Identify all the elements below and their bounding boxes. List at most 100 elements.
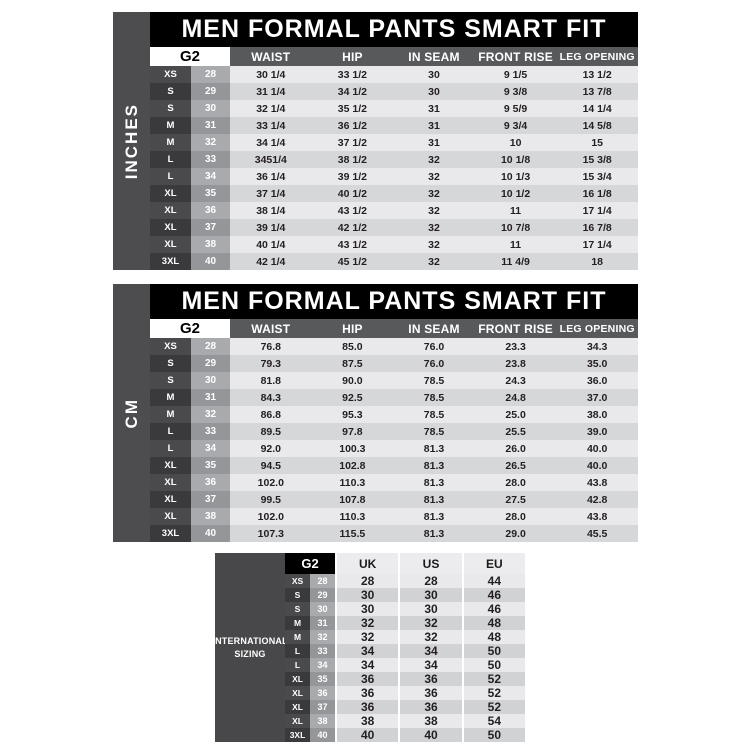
row-size-label: XL [150,202,191,219]
table-row: M 31 32 32 48 [285,616,525,630]
row-value: 85.0 [311,338,394,355]
row-value: 52 [461,672,525,686]
international-rows: XS 28 28 28 44 S 29 30 30 46 S 30 30 30 46 M 31 32 32 48 M 32… [285,574,525,742]
row-size-label: M [150,117,191,134]
row-value: 36 [398,686,462,700]
row-number-label: 31 [310,616,335,630]
table-row: L 33 89.5 97.8 78.5 25.5 39.0 [150,423,638,440]
unit-panel-inches: INCHES [113,12,150,270]
row-number-label: 29 [191,355,230,372]
row-value: 102.0 [230,474,312,491]
row-value: 11 [474,202,557,219]
table-row: S 30 30 30 46 [285,602,525,616]
table-row: M 32 86.8 95.3 78.5 25.0 38.0 [150,406,638,423]
table-row: XL 37 36 36 52 [285,700,525,714]
row-number-label: 31 [191,117,230,134]
row-value: 32 [393,219,475,236]
row-value: 90.0 [311,372,394,389]
unit-label-cm: CM [121,397,141,429]
row-value: 36.0 [556,372,638,389]
row-value: 36 1/4 [230,168,312,185]
row-number-label: 34 [310,658,335,672]
row-value: 28.0 [474,474,557,491]
row-value: 92.5 [311,389,394,406]
column-header-leg-opening: LEG OPENING [556,47,638,66]
row-value: 10 1/3 [474,168,557,185]
table-row: XS 28 28 28 44 [285,574,525,588]
row-number-label: 28 [191,338,230,355]
row-value: 28 [335,574,399,588]
row-value: 38.0 [556,406,638,423]
column-header-leg-opening: LEG OPENING [556,319,638,338]
row-value: 76.8 [230,338,312,355]
row-value: 81.3 [393,508,475,525]
inches-header-row: G2 WAIST HIP IN SEAM FRONT RISE LEG OPEN… [150,47,638,66]
row-value: 31 [393,134,475,151]
row-value: 95.3 [311,406,394,423]
row-value: 102.8 [311,457,394,474]
row-number-label: 35 [191,185,230,202]
row-value: 30 1/4 [230,66,312,83]
row-value: 30 [398,588,462,602]
row-value: 23.3 [474,338,557,355]
row-number-label: 35 [310,672,335,686]
row-value: 32 [398,630,462,644]
row-value: 40 [335,728,399,742]
row-size-label: M [150,134,191,151]
row-value: 34.3 [556,338,638,355]
row-size-label: M [285,630,310,644]
row-value: 28.0 [474,508,557,525]
row-number-label: 30 [191,100,230,117]
row-value: 99.5 [230,491,312,508]
row-value: 46 [461,602,525,616]
inches-size-table: INCHES MEN FORMAL PANTS SMART FIT G2 WAI… [113,12,638,270]
row-value: 81.3 [393,525,475,542]
row-value: 39 1/2 [311,168,394,185]
row-number-label: 38 [191,508,230,525]
row-value: 100.3 [311,440,394,457]
row-value: 37.0 [556,389,638,406]
row-size-label: 3XL [150,525,191,542]
row-size-label: S [150,83,191,100]
row-value: 81.8 [230,372,312,389]
row-value: 45.5 [556,525,638,542]
row-size-label: XL [285,700,310,714]
table-row: XL 35 94.5 102.8 81.3 26.5 40.0 [150,457,638,474]
row-value: 42 1/2 [311,219,394,236]
row-number-label: 37 [191,491,230,508]
row-value: 17 1/4 [556,202,638,219]
group-header-cell: G2 [150,319,230,338]
row-value: 78.5 [393,372,475,389]
inches-table-content: MEN FORMAL PANTS SMART FIT G2 WAIST HIP … [150,12,638,270]
row-number-label: 34 [191,168,230,185]
row-value: 10 1/2 [474,185,557,202]
row-number-label: 30 [191,372,230,389]
table-row: S 29 79.3 87.5 76.0 23.8 35.0 [150,355,638,372]
row-size-label: XL [285,672,310,686]
row-value: 24.8 [474,389,557,406]
row-size-label: L [150,151,191,168]
row-value: 9 5/9 [474,100,557,117]
table-row: XL 35 37 1/4 40 1/2 32 10 1/2 16 1/8 [150,185,638,202]
cm-size-table: CM MEN FORMAL PANTS SMART FIT G2 WAIST H… [113,284,638,542]
row-number-label: 29 [310,588,335,602]
row-number-label: 32 [191,134,230,151]
row-value: 32 [393,202,475,219]
row-size-label: XL [150,236,191,253]
row-value: 34 [398,658,462,672]
row-value: 32 [393,253,475,270]
row-value: 32 [335,630,399,644]
row-size-label: XS [150,338,191,355]
row-value: 45 1/2 [311,253,394,270]
table-row: XL 36 102.0 110.3 81.3 28.0 43.8 [150,474,638,491]
row-value: 36 [398,672,462,686]
row-number-label: 30 [310,602,335,616]
row-number-label: 32 [310,630,335,644]
international-header-row: G2 UK US EU [285,553,525,574]
row-value: 43.8 [556,508,638,525]
row-number-label: 33 [191,151,230,168]
row-value: 40 1/4 [230,236,312,253]
row-value: 13 1/2 [556,66,638,83]
row-value: 17 1/4 [556,236,638,253]
